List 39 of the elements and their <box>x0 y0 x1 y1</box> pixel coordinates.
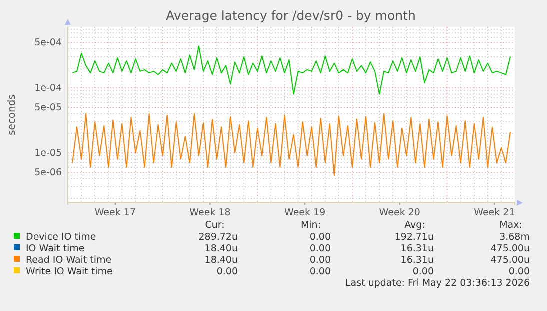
y-tick-label: 5e-05 <box>34 102 62 114</box>
y-axis-title: seconds <box>7 94 18 136</box>
text: 0.00 <box>310 266 331 278</box>
text: Min: <box>300 220 322 231</box>
text: 0.00 <box>310 244 331 254</box>
legend-label: Read IO Wait time <box>26 255 112 266</box>
text: 0.00 <box>216 266 238 278</box>
text: 0.00 <box>508 266 530 278</box>
text: 16.31u <box>400 244 434 254</box>
x-tick-label: Week 20 <box>379 208 420 219</box>
text: 0.00 <box>310 232 331 243</box>
y-tick-label: 1e-04 <box>34 83 62 94</box>
x-tick-label: Week 18 <box>190 208 231 219</box>
x-tick-label: Week 19 <box>284 208 326 219</box>
text: Max: <box>500 220 522 231</box>
legend-label: Device IO time <box>26 232 96 243</box>
text: 0.00 <box>310 255 331 266</box>
x-tick-label: Week 17 <box>94 208 136 219</box>
legend-label: IO Wait time <box>26 244 85 254</box>
text: 18.40u <box>204 244 238 254</box>
text: 0.00 <box>412 266 434 278</box>
legend-label: Write IO Wait time <box>26 266 114 278</box>
text: 16.31u <box>400 255 434 266</box>
text: 192.71u <box>394 232 434 243</box>
y-tick-label: 1e-05 <box>34 148 62 160</box>
text: 289.72u <box>198 232 238 243</box>
text: Cur: <box>205 220 225 231</box>
text: 475.00u <box>490 255 530 266</box>
line-series <box>72 113 511 176</box>
line-series <box>72 46 511 95</box>
text: Last update: Fri May 22 03:36:13 2026 <box>346 278 530 289</box>
y-tick-label: 5e-04 <box>34 38 62 49</box>
chart-title: Average latency for /dev/sr0 - by month <box>166 8 416 23</box>
text: 3.68m <box>500 232 530 243</box>
text: Avg: <box>404 220 426 231</box>
x-tick-label: Week 21 <box>474 208 516 219</box>
text: 18.40u <box>204 255 238 266</box>
y-tick-label: 5e-06 <box>34 168 62 179</box>
text: 475.00u <box>490 244 530 254</box>
